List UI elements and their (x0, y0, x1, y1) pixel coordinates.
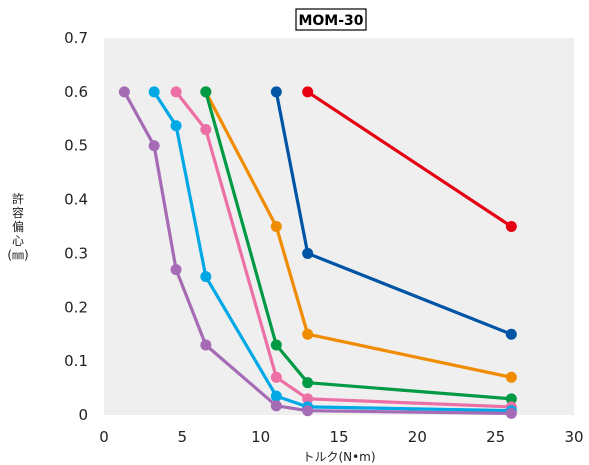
data-point (270, 221, 282, 232)
y-tick-label: 0.1 (64, 352, 88, 370)
series-line (204, 91, 512, 379)
data-point (118, 86, 130, 98)
y-tick-label: 0.2 (64, 298, 88, 316)
y-tick-label: 0.4 (64, 191, 88, 209)
x-tick-label: 5 (178, 428, 188, 446)
y-tick-label: 0.5 (64, 137, 88, 155)
data-point (270, 400, 282, 412)
series-4 (200, 86, 517, 405)
y-axis-ticks: 0 0.1 0.2 0.3 0.4 0.5 0.6 0.7 (64, 29, 88, 424)
data-point (505, 371, 517, 383)
x-tick-label: 15 (329, 428, 348, 446)
data-point (200, 86, 212, 98)
x-axis-ticks: 0 5 10 15 20 25 30 (99, 428, 583, 446)
data-point (148, 140, 160, 152)
y-tick-label: 0.7 (64, 29, 88, 47)
series-layer (118, 86, 517, 419)
series-2 (270, 86, 517, 340)
data-point (302, 328, 314, 340)
y-tick-label: 0.6 (64, 83, 88, 101)
x-tick-label: 10 (251, 428, 270, 446)
data-point (270, 339, 282, 351)
x-axis-label: トルク(N•m) (302, 450, 375, 464)
data-point (505, 328, 517, 340)
x-tick-label: 20 (408, 428, 427, 446)
data-point (270, 86, 282, 98)
data-point (170, 120, 182, 132)
data-point (302, 247, 314, 259)
data-point (302, 377, 314, 389)
data-point (148, 86, 160, 98)
series-line (306, 90, 513, 228)
x-tick-label: 0 (99, 428, 109, 446)
data-point (505, 407, 517, 419)
data-point (302, 393, 314, 405)
data-point (170, 264, 182, 276)
data-point (200, 271, 212, 283)
data-point (200, 339, 212, 351)
chart-title-box (295, 8, 367, 31)
chart-title-group: MOM-30 (295, 8, 367, 31)
data-point (270, 371, 282, 383)
x-tick-label: 25 (486, 428, 505, 446)
x-tick-label: 30 (564, 428, 583, 446)
y-axis-label: 許容偏心(㎜) (7, 192, 28, 262)
data-point (505, 221, 517, 232)
series-1 (302, 86, 517, 232)
y-tick-label: 0.3 (64, 244, 88, 262)
data-point (505, 393, 517, 405)
data-point (270, 390, 282, 402)
chart-title: MOM-30 (298, 13, 363, 29)
series-7 (118, 86, 517, 419)
data-point (200, 124, 212, 136)
data-point (170, 86, 182, 98)
data-point (302, 405, 314, 417)
series-line (204, 91, 512, 401)
data-point (302, 86, 314, 98)
series-line (152, 91, 512, 413)
y-tick-label: 0 (78, 406, 88, 424)
